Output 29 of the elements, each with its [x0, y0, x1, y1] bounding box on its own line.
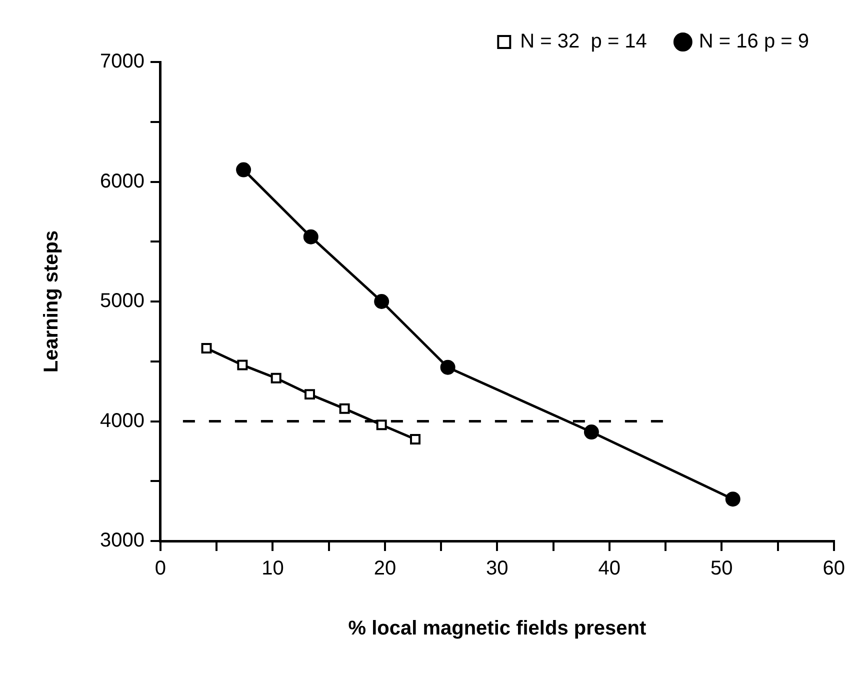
- x-tick-label: 20: [374, 558, 396, 580]
- point: [584, 424, 599, 440]
- point: [303, 229, 318, 244]
- x-tick-label: 10: [262, 558, 284, 580]
- x-tick-label: 50: [710, 558, 733, 580]
- x-tick-label: 40: [598, 558, 621, 580]
- point: [374, 294, 390, 309]
- y-tick-label: 5000: [100, 290, 144, 312]
- legend-label: N = 16 p = 9: [698, 30, 809, 53]
- point: [270, 372, 282, 384]
- point: [236, 162, 252, 178]
- point: [725, 492, 740, 507]
- x-tick-label: 30: [486, 558, 508, 580]
- y-tick-label: 3000: [100, 530, 144, 552]
- y-tick-label: 6000: [100, 170, 144, 192]
- y-axis-title: Learning steps: [40, 230, 63, 373]
- legend-label: N = 32 p = 14: [520, 30, 647, 53]
- x-tick-label: 0: [154, 558, 166, 580]
- y-tick-label: 4000: [100, 410, 144, 432]
- x-tick-label: 60: [822, 558, 845, 580]
- y-tick-label: 7000: [100, 50, 144, 73]
- point: [304, 389, 315, 400]
- point: [339, 403, 350, 414]
- point: [237, 360, 248, 370]
- point: [440, 360, 456, 375]
- point: [410, 434, 420, 444]
- point: [201, 342, 212, 354]
- point: [376, 420, 387, 430]
- x-axis-title: % local magnetic fields present: [348, 618, 646, 640]
